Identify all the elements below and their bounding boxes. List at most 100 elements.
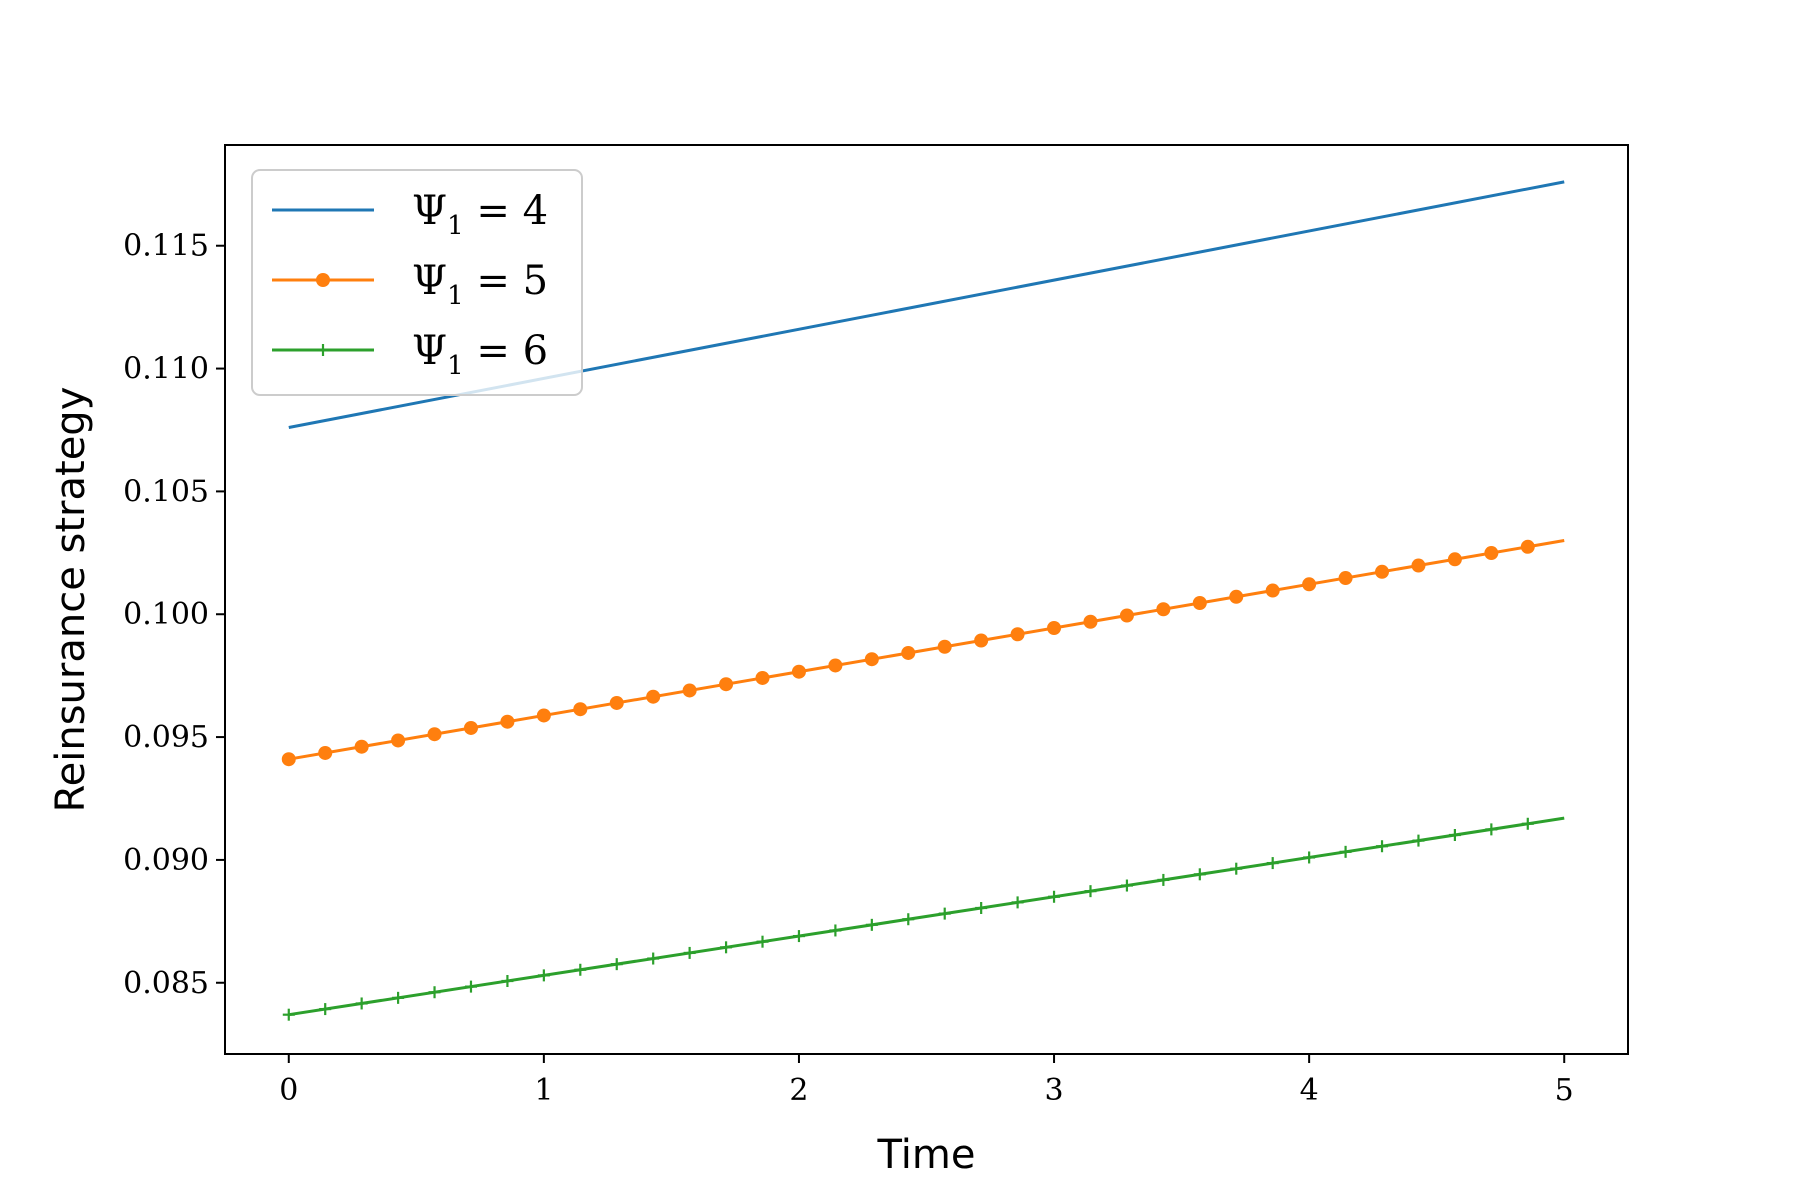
data-point — [646, 689, 661, 704]
data-point — [1411, 558, 1426, 573]
x-axis: 0 1 2 3 4 5 — [279, 1054, 1574, 1108]
data-point — [828, 658, 843, 673]
y-tick-label: 0.095 — [123, 720, 209, 755]
series-path — [288, 539, 1565, 761]
series-line-3 — [282, 816, 1565, 1021]
data-point — [1339, 845, 1352, 858]
data-point — [938, 907, 951, 920]
axes-frame — [224, 144, 1629, 1055]
data-point — [1266, 857, 1279, 870]
data-point — [683, 946, 696, 959]
data-point — [1193, 868, 1206, 881]
legend-label: Ψ1 = 6 — [412, 328, 548, 381]
legend: Ψ1 = 4 Ψ1 = 5 Ψ1 = 6 — [251, 169, 583, 396]
y-tick-label: 0.110 — [123, 352, 209, 387]
data-point — [974, 633, 989, 648]
data-point — [719, 677, 734, 692]
data-point — [1047, 620, 1062, 635]
data-point — [937, 639, 952, 654]
data-point — [536, 708, 551, 723]
series-path — [288, 816, 1565, 1017]
legend-item: Ψ1 = 4 — [272, 188, 548, 241]
data-point — [864, 652, 879, 667]
data-point — [791, 664, 806, 679]
data-point — [865, 918, 878, 931]
data-point — [501, 974, 514, 987]
data-point — [574, 963, 587, 976]
data-point — [975, 901, 988, 914]
data-point — [354, 739, 369, 754]
x-tick-label: 0 — [279, 1073, 298, 1108]
data-point — [755, 670, 770, 685]
x-axis-title: Time — [877, 1132, 976, 1178]
y-tick-label: 0.100 — [123, 597, 209, 632]
data-point — [1338, 571, 1353, 586]
data-point — [1157, 873, 1170, 886]
data-point — [829, 924, 842, 937]
x-tick-label: 1 — [534, 1073, 553, 1108]
data-point — [1156, 602, 1171, 617]
legend-label: Ψ1 = 4 — [412, 188, 548, 241]
data-point — [428, 986, 441, 999]
data-point — [902, 913, 915, 926]
data-point — [316, 273, 330, 287]
x-tick-label: 2 — [789, 1073, 808, 1108]
data-point — [319, 1003, 332, 1016]
x-tick-label: 5 — [1555, 1073, 1574, 1108]
data-point — [1447, 552, 1462, 567]
data-point — [281, 752, 296, 767]
data-point — [427, 727, 442, 742]
data-point — [318, 745, 333, 760]
y-axis-title: Reinsurance strategy — [48, 387, 94, 813]
data-point — [792, 930, 805, 943]
data-point — [682, 683, 697, 698]
data-point — [391, 733, 406, 748]
data-point — [1485, 823, 1498, 836]
data-point — [1521, 817, 1534, 830]
data-point — [1448, 828, 1461, 841]
data-point — [573, 702, 588, 717]
data-point — [1376, 840, 1389, 853]
data-point — [1229, 589, 1244, 604]
legend-box — [251, 169, 583, 396]
data-point — [1375, 564, 1390, 579]
data-point — [1119, 608, 1134, 623]
data-point — [1084, 885, 1097, 898]
data-point — [1048, 890, 1061, 903]
data-point — [647, 952, 660, 965]
data-point — [317, 344, 329, 356]
data-point — [610, 958, 623, 971]
data-point — [1520, 539, 1535, 554]
y-tick-label: 0.085 — [123, 966, 209, 1001]
data-point — [756, 935, 769, 948]
data-point — [901, 645, 916, 660]
data-point — [1302, 577, 1317, 592]
y-tick-label: 0.090 — [123, 843, 209, 878]
data-point — [609, 695, 624, 710]
data-point — [500, 714, 515, 729]
y-axis: 0.085 0.090 0.095 0.100 0.105 0.110 0.115 — [123, 229, 225, 1001]
data-point — [282, 1008, 295, 1021]
data-point — [1265, 583, 1280, 598]
data-point — [537, 969, 550, 982]
y-tick-label: 0.115 — [123, 229, 209, 264]
data-point — [1011, 896, 1024, 909]
data-point — [1412, 834, 1425, 847]
data-point — [1010, 627, 1025, 642]
data-point — [1230, 862, 1243, 875]
data-point — [355, 997, 368, 1010]
data-point — [1083, 614, 1098, 629]
legend-label: Ψ1 = 5 — [412, 258, 548, 311]
x-tick-label: 3 — [1044, 1073, 1063, 1108]
data-point — [464, 980, 477, 993]
data-point — [1120, 879, 1133, 892]
data-point — [463, 720, 478, 735]
data-point — [1484, 546, 1499, 561]
data-point — [720, 941, 733, 954]
legend-item: Ψ1 = 6 — [272, 328, 548, 381]
series-line-2 — [281, 539, 1565, 767]
data-point — [1192, 596, 1207, 611]
x-tick-label: 4 — [1300, 1073, 1319, 1108]
legend-item: Ψ1 = 5 — [272, 258, 548, 311]
